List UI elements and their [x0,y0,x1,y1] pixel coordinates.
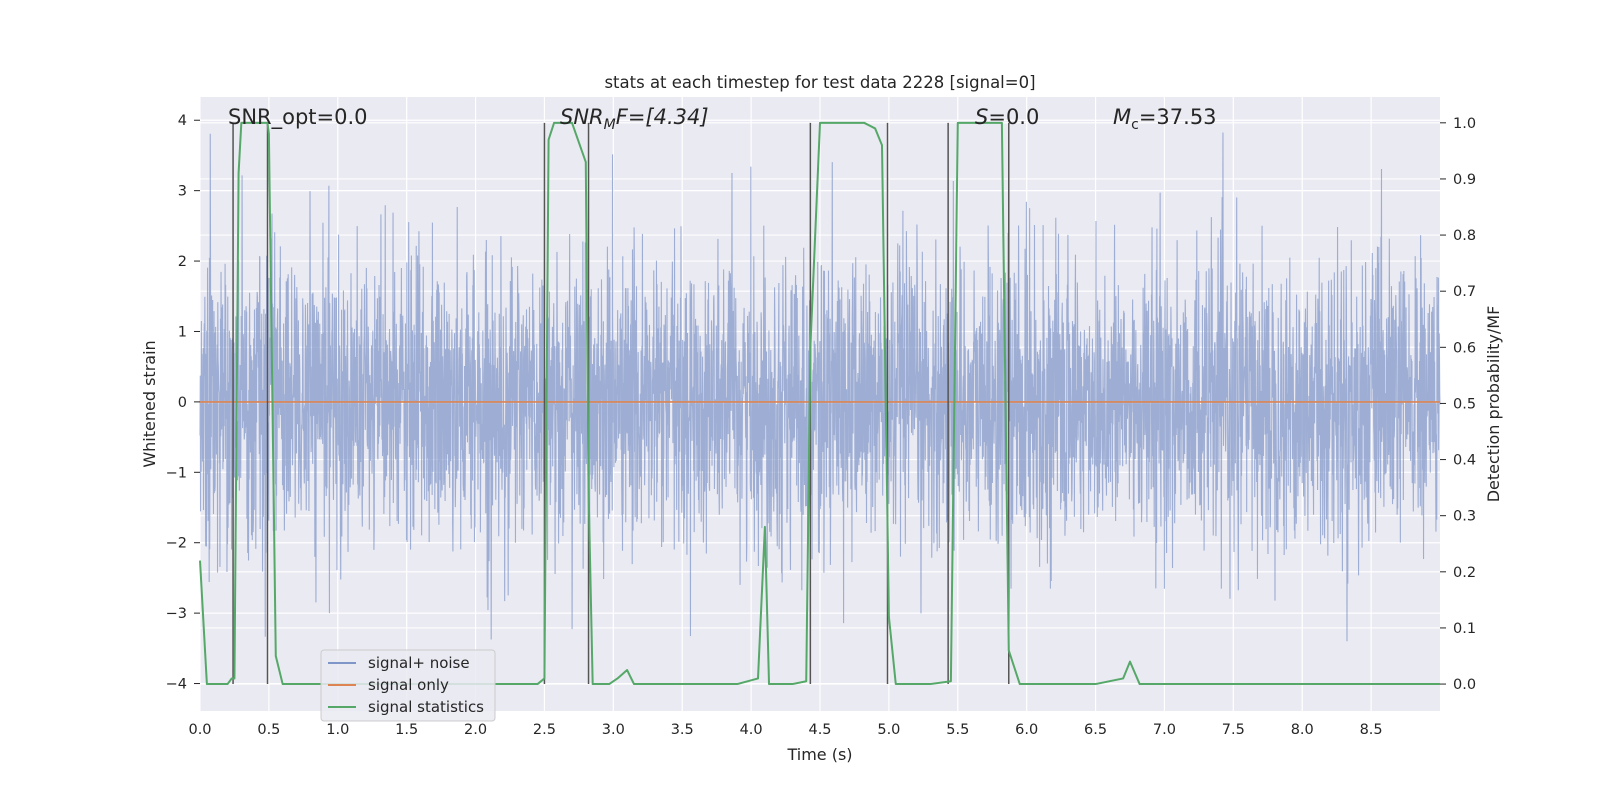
y2-tick-label: 0.0 [1453,677,1476,693]
y2-tick-label: 0.4 [1453,453,1476,469]
x-tick-label: 1.5 [395,722,418,738]
series-line-signal-statistics [199,121,1440,686]
x-tick-label: 4.0 [740,722,763,738]
annotation-mc-subscript: c [1131,117,1139,133]
y-tick-label: 1 [178,324,187,340]
x-tick-label: 5.0 [877,722,900,738]
legend-box [320,649,496,722]
legend-label-signal-noise: signal+ noise [368,654,470,672]
x-tick-label: 4.5 [808,722,831,738]
y2-tick-label: 0.9 [1453,172,1476,188]
y-tick-label: 2 [178,254,187,270]
y-tick-label: −2 [166,536,187,552]
annotation-snr-mf-subscript: M [604,117,616,133]
x-tick-label: 3.5 [671,722,694,738]
y2-tick-label: 0.6 [1453,340,1476,356]
y2-tick-label: 1.0 [1453,116,1476,132]
y2-tick-label: 0.8 [1453,228,1476,244]
x-tick-label: 5.5 [946,722,969,738]
x-tick-label: 3.0 [602,722,625,738]
annotation-snr-mf: SNRMF=[4.34] [560,105,709,133]
y-axis-left-label: Whitened strain [140,340,159,467]
annotation-s-value: =0.0 [988,105,1039,129]
y2-tick-label: 0.5 [1453,396,1476,412]
y2-tick-label: 0.3 [1453,509,1476,525]
x-tick-label: 8.5 [1360,722,1383,738]
x-tick-label: 2.5 [533,722,556,738]
y2-tick-label: 0.1 [1453,621,1476,637]
chart-title: stats at each timestep for test data 222… [604,73,1035,92]
y2-tick-label: 0.2 [1453,565,1476,581]
x-tick-label: 0.0 [188,722,211,738]
legend: signal+ noise signal only signal statist… [320,649,496,722]
y-axis-left-ticks: 4 3 2 1 0 −1 −2 −3 −4 [166,113,200,693]
legend-label-signal-only: signal only [368,676,449,694]
x-tick-label: 7.5 [1222,722,1245,738]
x-tick-label: 7.0 [1153,722,1176,738]
annotation-s-symbol: S [975,105,988,129]
x-tick-label: 1.0 [326,722,349,738]
annotation-snr-opt: SNR_opt=0.0 [228,105,368,130]
x-tick-label: 6.5 [1084,722,1107,738]
annotation-s: S=0.0 [975,105,1039,129]
y-tick-label: −1 [166,465,187,481]
x-tick-label: 8.0 [1291,722,1314,738]
annotation-snr-mf-value: F=[4.34] [616,105,709,129]
annotation-mc: Mc=37.53 [1113,105,1217,133]
x-axis-label: Time (s) [786,745,852,764]
x-tick-label: 6.0 [1015,722,1038,738]
y-axis-right-ticks: 1.0 0.9 0.8 0.7 0.6 0.5 0.4 0.3 0.2 0.1 0.0 [1440,116,1476,693]
y-tick-label: −3 [166,606,187,622]
y-tick-label: 4 [178,113,187,129]
x-axis-ticks: 0.0 0.5 1.0 1.5 2.0 2.5 3.0 3.5 4.0 4.5 5.0 5.5 6.0 6… [188,722,1382,738]
y-tick-label: −4 [166,677,187,693]
y-tick-label: 0 [178,395,187,411]
x-tick-label: 0.5 [257,722,280,738]
x-tick-label: 2.0 [464,722,487,738]
y-tick-label: 3 [178,184,187,200]
y-axis-right-label: Detection probability/MF [1484,306,1503,503]
annotation-mc-symbol: M [1113,105,1131,129]
annotation-mc-value: =37.53 [1139,105,1217,129]
signal-statistics-series [199,121,1440,686]
annotation-snr-mf-symbol: SNR [560,105,604,129]
y2-tick-label: 0.7 [1453,284,1476,300]
legend-label-signal-statistics: signal statistics [368,698,484,716]
